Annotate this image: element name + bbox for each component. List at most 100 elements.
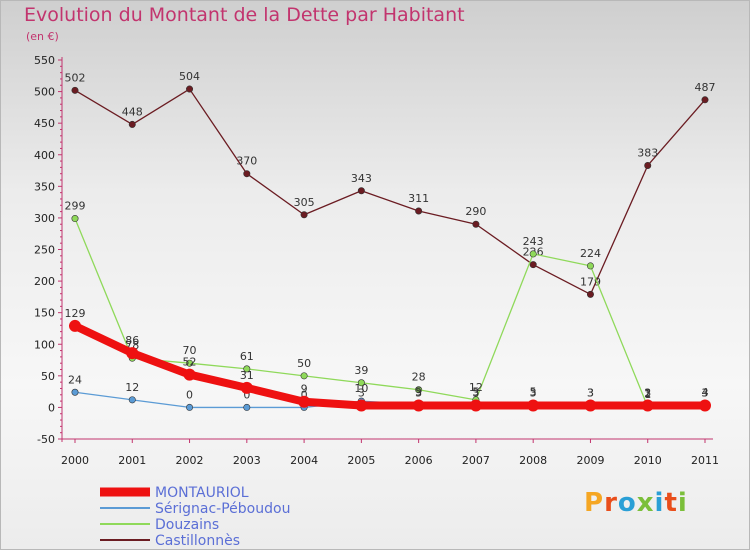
data-label: 383 (637, 146, 658, 159)
x-tick-label: 2006 (405, 454, 433, 467)
legend-label: Castillonnès (155, 533, 240, 549)
data-label: 50 (297, 357, 311, 370)
data-point (300, 211, 308, 219)
data-point (584, 399, 597, 412)
data-label: 39 (354, 364, 368, 377)
logo-letter: i (654, 488, 665, 518)
data-point (529, 261, 537, 269)
data-label: 12 (125, 381, 139, 394)
data-point (183, 368, 196, 381)
logo-letter: t (664, 488, 678, 518)
data-point (71, 86, 79, 94)
data-label: 5 (530, 385, 537, 398)
data-label: 290 (465, 205, 486, 218)
data-label: 0 (243, 388, 250, 401)
data-label: 3 (472, 387, 479, 400)
data-point (126, 347, 139, 360)
logo-letter: P (584, 488, 605, 518)
y-tick-label: 50 (41, 370, 55, 383)
data-label: 305 (294, 196, 315, 209)
x-tick-label: 2009 (576, 454, 604, 467)
data-label: 31 (240, 369, 254, 382)
data-point (71, 388, 79, 396)
data-point (186, 85, 194, 93)
data-label: 86 (125, 334, 139, 347)
data-label: 129 (65, 307, 86, 320)
data-point (357, 379, 365, 387)
data-point (243, 170, 251, 178)
data-label: 3 (702, 387, 709, 400)
data-label: 3 (530, 387, 537, 400)
data-label: 2 (644, 387, 651, 400)
data-point (128, 396, 136, 404)
data-label: 311 (408, 192, 429, 205)
data-label: 10 (354, 382, 368, 395)
data-label: 179 (580, 275, 601, 288)
data-label: 52 (183, 356, 197, 369)
data-label: 3 (415, 387, 422, 400)
data-point (699, 399, 711, 412)
y-tick-label: 500 (34, 86, 55, 99)
data-label: 5 (415, 385, 422, 398)
data-label: 1 (644, 388, 651, 401)
x-tick-label: 2010 (634, 454, 662, 467)
series-line-3 (74, 88, 706, 295)
y-tick-label: 550 (34, 54, 55, 67)
data-label: 3 (587, 387, 594, 400)
y-tick-label: 300 (34, 212, 55, 225)
legend-label: MONTAURIOL (155, 485, 249, 501)
data-label: 243 (523, 235, 544, 248)
data-label: 224 (580, 247, 601, 260)
x-tick-label: 2000 (61, 454, 89, 467)
data-label: 370 (236, 155, 257, 168)
data-point (415, 207, 423, 215)
data-point (243, 403, 251, 411)
y-tick-label: -50 (37, 433, 55, 446)
data-label: 3 (702, 387, 709, 400)
logo-letter: i (677, 488, 688, 518)
legend-label: Sérignac-Péboudou (155, 501, 290, 517)
data-label: 502 (65, 71, 86, 84)
data-label: 3 (587, 387, 594, 400)
x-tick-label: 2001 (118, 454, 146, 467)
data-point (701, 96, 709, 104)
y-tick-label: 0 (48, 401, 55, 414)
data-label: 448 (122, 105, 143, 118)
series-line-2 (74, 217, 706, 408)
data-label: 3 (358, 387, 365, 400)
y-tick-label: 350 (34, 180, 55, 193)
x-tick-label: 2008 (519, 454, 547, 467)
data-point (69, 319, 81, 332)
x-tick-label: 2004 (290, 454, 318, 467)
y-tick-label: 200 (34, 275, 55, 288)
data-label: 0 (186, 388, 193, 401)
x-tick-label: 2005 (347, 454, 375, 467)
data-label: 3 (644, 387, 651, 400)
y-tick-label: 400 (34, 149, 55, 162)
data-point (641, 399, 654, 412)
data-label: 487 (695, 81, 716, 94)
data-label: 12 (469, 381, 483, 394)
data-point (243, 365, 251, 373)
data-point (186, 403, 194, 411)
legend-label: Douzains (155, 517, 219, 533)
data-label: 28 (412, 371, 426, 384)
data-point (412, 399, 425, 412)
data-point (644, 161, 652, 169)
data-label: 0 (301, 388, 308, 401)
y-tick-label: 250 (34, 244, 55, 257)
data-point (527, 399, 540, 412)
data-point (586, 290, 594, 298)
data-label: 4 (702, 386, 709, 399)
logo-letter: o (617, 488, 637, 518)
data-point (469, 399, 482, 412)
data-point (186, 359, 194, 367)
data-point (71, 215, 79, 223)
x-tick-label: 2011 (691, 454, 719, 467)
data-label: 5 (472, 385, 479, 398)
data-point (415, 386, 423, 394)
series-line-0 (71, 321, 709, 410)
data-point (357, 187, 365, 195)
